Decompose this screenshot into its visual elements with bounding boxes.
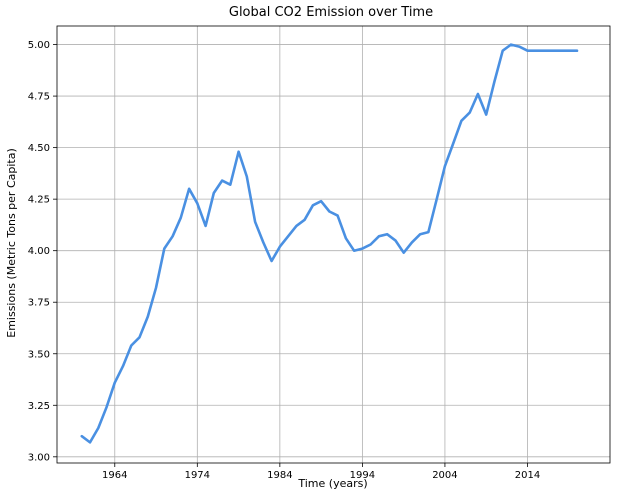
y-tick-label: 4.75 (28, 92, 50, 103)
x-tick-label: 2004 (432, 470, 457, 481)
y-tick-label: 3.25 (28, 401, 50, 412)
y-tick-label: 4.00 (28, 246, 50, 257)
y-tick-label: 3.50 (28, 349, 50, 360)
y-tick-label: 5.00 (28, 40, 50, 51)
y-tick-label: 4.25 (28, 195, 50, 206)
y-tick-label: 4.50 (28, 143, 50, 154)
y-axis: 3.00 3.25 3.50 3.75 4.00 4.25 4.50 4.75 5.00 (28, 40, 57, 463)
x-tick-label: 2014 (515, 470, 540, 481)
y-axis-label: Emissions (Metric Tons per Capita) (5, 148, 18, 338)
y-tick-label: 3.00 (28, 452, 50, 463)
x-axis-label: Time (years) (297, 477, 367, 490)
gridlines (57, 26, 610, 463)
x-tick-label: 1964 (102, 470, 127, 481)
emissions-line (80, 43, 579, 444)
x-tick-label: 1984 (267, 470, 292, 481)
y-tick-label: 3.75 (28, 298, 50, 309)
x-axis: 1964 1974 1984 1994 2004 2014 (102, 463, 540, 481)
x-tick-label: 1974 (185, 470, 210, 481)
chart-title: Global CO2 Emission over Time (229, 5, 433, 20)
x-tick-label: 1994 (350, 470, 375, 481)
series-layer (80, 43, 579, 444)
plot-frame (56, 25, 611, 464)
